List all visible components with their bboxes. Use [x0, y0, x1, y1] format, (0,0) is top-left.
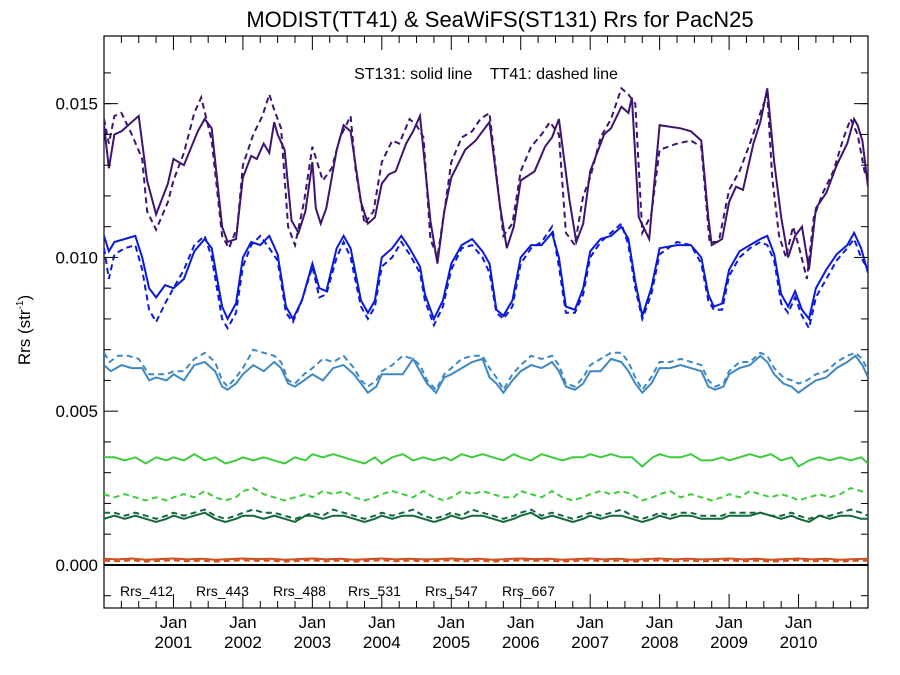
- legend: Rrs_412 Rrs_443 Rrs_488 Rrs_531 Rrs_547 Rrs_6…: [120, 583, 555, 599]
- series-rrs-443-tt41-dashed: [104, 221, 868, 331]
- x-tick-label-month: Jan: [507, 613, 534, 632]
- series-rrs-488-st131-solid: [104, 354, 868, 395]
- y-tick-label: 0.015: [55, 95, 98, 114]
- series-rrs-667-tt41-dashed: [104, 559, 868, 563]
- x-tick-label-year: 2004: [363, 633, 401, 652]
- plot-frame: [103, 35, 869, 609]
- x-tick-label-year: 2010: [780, 633, 818, 652]
- legend-entry-rrs-667: Rrs_667: [502, 583, 555, 599]
- y-tick-label: 0.000: [55, 556, 98, 575]
- series-layer: [104, 86, 868, 563]
- series-rrs-531-st131-solid: [104, 453, 868, 468]
- legend-entry-rrs-547: Rrs_547: [425, 583, 478, 599]
- x-tick-label-month: Jan: [229, 613, 256, 632]
- axis-layer: 0.0000.0050.0100.015Jan2001Jan2002Jan200…: [55, 36, 868, 652]
- series-rrs-547-tt41-dashed: [104, 508, 868, 520]
- legend-entry-rrs-488: Rrs_488: [273, 583, 326, 599]
- y-tick-label: 0.005: [55, 402, 98, 421]
- legend-entry-rrs-412: Rrs_412: [120, 583, 173, 599]
- x-tick-label-year: 2002: [224, 633, 262, 652]
- x-tick-label-month: Jan: [646, 613, 673, 632]
- x-tick-label-year: 2001: [155, 633, 193, 652]
- series-rrs-443-st131-solid: [104, 225, 868, 322]
- series-rrs-531-tt41-dashed: [104, 487, 868, 502]
- series-rrs-667-st131-solid: [104, 557, 868, 561]
- x-tick-label-month: Jan: [368, 613, 395, 632]
- x-tick-label-year: 2007: [571, 633, 609, 652]
- series-rrs-412-st131-solid: [104, 88, 868, 270]
- series-rrs-488-tt41-dashed: [104, 348, 868, 392]
- x-tick-label-year: 2008: [641, 633, 679, 652]
- chart-title: MODIST(TT41) & SeaWiFS(ST131) Rrs for Pa…: [246, 7, 753, 32]
- x-tick-label-year: 2006: [502, 633, 540, 652]
- y-axis-label-close: ): [15, 295, 34, 301]
- legend-entry-rrs-443: Rrs_443: [196, 583, 249, 599]
- x-tick-label-month: Jan: [438, 613, 465, 632]
- x-tick-label-month: Jan: [299, 613, 326, 632]
- x-tick-label-year: 2003: [293, 633, 331, 652]
- x-tick-label-month: Jan: [715, 613, 742, 632]
- legend-entry-rrs-531: Rrs_531: [348, 583, 401, 599]
- x-tick-label-month: Jan: [576, 613, 603, 632]
- y-axis-label-text: Rrs (str: [15, 309, 34, 365]
- line-style-annotation: ST131: solid line TT41: dashed line: [354, 66, 618, 83]
- series-rrs-412-tt41-dashed: [104, 86, 868, 280]
- series-rrs-547-st131-solid: [104, 511, 868, 523]
- x-tick-label-year: 2009: [710, 633, 748, 652]
- y-axis-label: Rrs (str-1): [15, 295, 34, 365]
- x-tick-label-year: 2005: [432, 633, 470, 652]
- x-tick-label-month: Jan: [785, 613, 812, 632]
- y-axis-label-superscript: -1: [15, 300, 26, 309]
- x-tick-label-month: Jan: [160, 613, 187, 632]
- y-tick-label: 0.010: [55, 248, 98, 267]
